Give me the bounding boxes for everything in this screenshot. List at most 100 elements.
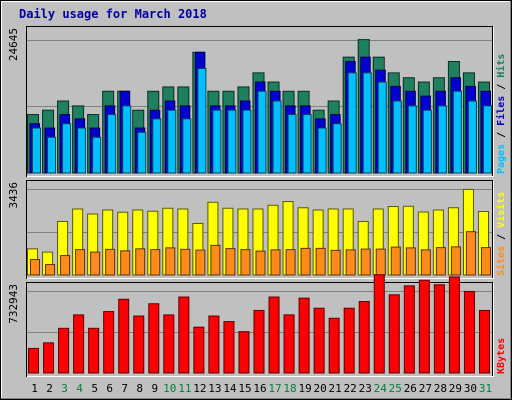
bar-pages-day-11 — [182, 118, 192, 174]
bar-sites-day-15 — [240, 249, 251, 276]
bar-sites-day-31 — [480, 247, 492, 276]
day-label-19: 19 — [298, 382, 311, 395]
bar-kbytes-day-26 — [403, 285, 415, 374]
panel-visits-sites: 3436 Sites / Visits — [7, 180, 507, 279]
bar-kbytes-day-6 — [103, 311, 115, 374]
bar-kbytes-day-5 — [88, 327, 100, 374]
bar-kbytes-day-20 — [313, 307, 325, 374]
day-label-28: 28 — [434, 382, 447, 395]
bar-pages-day-27 — [422, 109, 432, 174]
bar-kbytes-day-10 — [163, 314, 175, 374]
bar-kbytes-day-8 — [133, 315, 145, 374]
day-label-10: 10 — [163, 382, 176, 395]
bar-pages-day-23 — [362, 72, 372, 174]
day-label-20: 20 — [314, 382, 327, 395]
y-axis-max-label: 732943 — [7, 284, 20, 324]
bar-kbytes-day-7 — [118, 298, 130, 374]
y-axis-max-label: 24645 — [7, 28, 20, 61]
bar-pages-day-22 — [347, 72, 357, 174]
bar-sites-day-23 — [360, 248, 371, 276]
day-label-1: 1 — [31, 382, 38, 395]
day-label-14: 14 — [223, 382, 237, 395]
legend-entry: KBytes — [496, 338, 507, 374]
bar-sites-day-25 — [390, 246, 401, 276]
bar-sites-day-24 — [375, 248, 386, 276]
bar-pages-day-8 — [137, 131, 147, 174]
bar-kbytes-day-12 — [193, 326, 205, 374]
bar-sites-day-14 — [225, 248, 236, 276]
bar-sites-day-29 — [450, 246, 461, 276]
bar-pages-day-9 — [152, 118, 162, 174]
bar-kbytes-day-16 — [253, 309, 265, 374]
bar-pages-day-4 — [77, 127, 87, 174]
bar-pages-day-18 — [287, 114, 297, 174]
panel-legend: Sites / Visits — [495, 192, 507, 276]
bar-kbytes-day-11 — [178, 296, 190, 374]
bar-sites-day-7 — [120, 250, 131, 276]
day-label-12: 12 — [193, 382, 206, 395]
bar-sites-day-3 — [60, 255, 71, 276]
bar-pages-day-20 — [317, 127, 327, 174]
legend-entry: Pages — [496, 144, 507, 174]
bar-pages-day-24 — [377, 81, 387, 174]
bar-pages-day-2 — [47, 136, 57, 174]
day-label-3: 3 — [61, 382, 68, 395]
bar-pages-day-12 — [197, 68, 207, 174]
bar-pages-day-7 — [122, 105, 132, 174]
bar-pages-day-26 — [407, 105, 417, 174]
bar-pages-day-17 — [272, 100, 282, 174]
day-label-11: 11 — [178, 382, 191, 395]
bar-pages-day-13 — [212, 109, 222, 174]
bar-sites-day-9 — [150, 249, 161, 276]
bar-kbytes-day-2 — [43, 342, 55, 374]
bar-kbytes-day-28 — [433, 284, 445, 374]
legend-entry: Files — [495, 96, 507, 126]
bar-pages-day-31 — [482, 105, 493, 174]
bar-kbytes-day-9 — [148, 303, 160, 374]
bar-sites-day-10 — [165, 247, 176, 276]
day-label-15: 15 — [238, 382, 251, 395]
bar-kbytes-day-24 — [373, 274, 385, 374]
bar-pages-day-29 — [452, 90, 462, 174]
bar-sites-day-13 — [210, 244, 221, 276]
legend-entry: Sites — [495, 246, 507, 276]
day-label-8: 8 — [136, 382, 143, 395]
bar-kbytes-day-14 — [223, 321, 235, 374]
bar-sites-day-28 — [435, 247, 446, 276]
legend-entry: / — [496, 126, 507, 144]
y-axis-max-label: 3436 — [7, 182, 20, 209]
bar-kbytes-day-22 — [343, 307, 355, 374]
bar-pages-day-25 — [392, 100, 402, 174]
day-label-13: 13 — [208, 382, 221, 395]
bar-kbytes-day-27 — [418, 279, 430, 374]
bar-sites-day-19 — [300, 247, 311, 276]
bar-sites-day-27 — [420, 249, 431, 276]
day-label-9: 9 — [151, 382, 158, 395]
bar-kbytes-day-29 — [448, 276, 460, 374]
day-label-30: 30 — [464, 382, 477, 395]
bar-pages-day-16 — [257, 90, 267, 174]
bar-pages-day-30 — [467, 100, 477, 174]
bar-kbytes-day-15 — [238, 331, 250, 374]
bar-sites-day-6 — [105, 248, 116, 276]
panel-legend: Pages / Files / Hits — [495, 54, 507, 174]
legend-entry: / — [496, 228, 507, 246]
bar-kbytes-day-4 — [73, 314, 85, 374]
panel-hits-files-pages: 24645 Pages / Files / Hits — [7, 26, 507, 177]
day-label-22: 22 — [344, 382, 357, 395]
bar-kbytes-day-25 — [388, 294, 400, 374]
legend-entry: Hits — [495, 54, 507, 78]
bar-pages-day-10 — [167, 109, 177, 174]
bar-pages-day-14 — [227, 109, 237, 174]
bar-sites-day-26 — [405, 247, 416, 276]
legend-entry: / — [496, 78, 507, 96]
panel-legend: KBytes — [496, 338, 507, 374]
day-label-2: 2 — [46, 382, 53, 395]
bar-kbytes-day-19 — [298, 297, 310, 374]
bar-sites-day-8 — [135, 248, 146, 276]
bar-sites-day-16 — [255, 250, 266, 276]
day-label-6: 6 — [106, 382, 113, 395]
bar-kbytes-day-3 — [58, 327, 70, 374]
bar-kbytes-day-18 — [283, 314, 295, 374]
day-label-16: 16 — [253, 382, 266, 395]
